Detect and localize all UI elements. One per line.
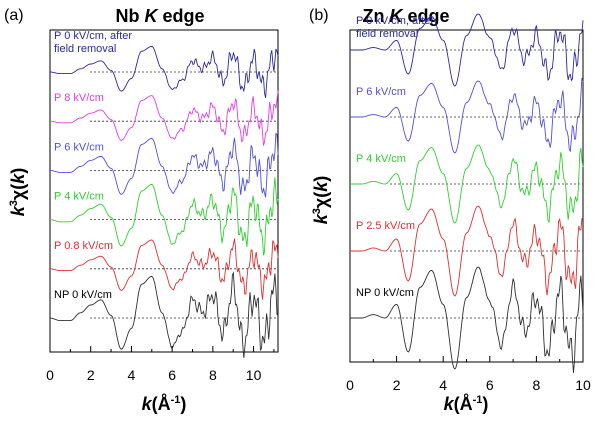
series-label: P 4 kV/cm: [356, 153, 406, 165]
panel-b-title-italic: K: [389, 6, 404, 26]
x-tick-label: 0: [346, 377, 354, 393]
series-label: P 4 kV/cm: [54, 191, 104, 203]
panel-a-title-prefix: Nb: [115, 6, 144, 26]
panel-b-label: (b): [309, 7, 329, 24]
spectrum-line: [350, 205, 584, 297]
spectrum-line: [350, 13, 584, 87]
x-tick-label: 0: [46, 367, 54, 383]
panel-b-title-prefix: Zn: [362, 6, 389, 26]
panel-a-frame: [49, 29, 279, 353]
x-tick-label: 6: [168, 367, 176, 383]
series-label: NP 0 kV/cm: [54, 289, 112, 301]
spectrum-line: [50, 238, 279, 300]
panel-a-xlabel-sup: -1: [171, 394, 181, 406]
x-tick-label: 2: [393, 377, 401, 393]
series-label: P 0.8 kV/cm: [54, 240, 113, 252]
spectrum-line: [49, 177, 279, 256]
panel-a-xlabel-unit: (Å: [152, 394, 171, 414]
panel-a-ylabel-k: k: [8, 205, 28, 216]
series-label: P 6 kV/cm: [356, 86, 406, 98]
spectrum-line: [350, 266, 584, 373]
x-tick-label: 4: [128, 367, 136, 383]
panel-a-title: Nb K edge: [115, 6, 204, 26]
x-tick-label: 10: [246, 367, 262, 383]
panel-b-ylabel-k: k: [311, 213, 331, 224]
panel-b-title-suffix: edge: [402, 6, 449, 26]
panel-b-ylabel-chi: χ(: [311, 192, 331, 208]
panel-b-baselines: [390, 49, 583, 319]
x-tick-label: 4: [439, 377, 447, 393]
panel-a-label: (a): [4, 7, 24, 24]
panel-b-xlabel-k: k: [444, 394, 455, 414]
panel-a-xlabel-close: ): [180, 394, 186, 414]
panel-a-title-italic: K: [144, 6, 159, 26]
panel-b-xlabel-close: ): [482, 394, 488, 414]
panel-b-ylabel-k2: k: [311, 181, 331, 192]
series-label: P 6 kV/cm: [54, 141, 104, 153]
x-tick-label: 2: [87, 367, 95, 383]
spectrum-line: [49, 271, 279, 358]
panel-a-ylabel-sup: 3: [8, 200, 20, 206]
x-tick-label: 8: [209, 367, 217, 383]
series-label: P 0 kV/cm, after: [356, 15, 434, 27]
panel-a-ylabel: k3χ(k): [8, 168, 28, 217]
panel-a-title-suffix: edge: [157, 6, 204, 26]
x-tick-label: 8: [533, 377, 541, 393]
panel-b-xlabel-unit: (Å: [454, 394, 473, 414]
panel-a: (a) Nb K edge 0 2 4 6 8 10 P 0 kV/cm, afterfi…: [4, 6, 279, 414]
panel-a-ylabel-chi: χ(: [8, 184, 28, 200]
panel-b: (b) Zn K edge 0 2 4 6 8 10 P 0 kV/cm, afterfi…: [309, 6, 591, 414]
panel-b-xlabel-sup: -1: [473, 394, 483, 406]
series-label: P 8 kV/cm: [54, 92, 104, 104]
panel-b-xticks: 0 2 4 6 8 10: [346, 356, 591, 393]
x-tick-label: 10: [575, 377, 591, 393]
panel-a-xlabel-k: k: [142, 394, 153, 414]
series-label: P 0 kV/cm, after: [54, 30, 132, 42]
spectrum-line: [49, 132, 279, 198]
panel-b-title: Zn K edge: [362, 6, 449, 26]
panel-a-xlabel: k(Å-1): [142, 394, 187, 414]
spectrum-line: [350, 144, 584, 224]
panel-b-ylabel: k3χ(k): [311, 176, 331, 225]
panel-b-ylabel-sup: 3: [311, 208, 323, 214]
series-label: field removal: [54, 43, 116, 55]
panel-b-ylabel-close: ): [311, 176, 331, 182]
spectrum-line: [50, 45, 279, 98]
panel-a-baselines: [90, 71, 278, 319]
panel-a-ylabel-close: ): [8, 168, 28, 174]
series-label: field removal: [356, 28, 418, 40]
series-label: P 2.5 kV/cm: [356, 220, 415, 232]
spectrum-line: [50, 90, 279, 146]
panel-a-xticks: 0 2 4 6 8 10: [46, 346, 275, 383]
panel-a-ylabel-k2: k: [8, 173, 28, 184]
panel-a-curves: [49, 45, 279, 358]
panel-b-xlabel: k(Å-1): [444, 394, 489, 414]
x-tick-label: 6: [486, 377, 494, 393]
panel-b-curves: [350, 13, 584, 373]
spectrum-line: [350, 77, 584, 154]
series-label: NP 0 kV/cm: [356, 287, 414, 299]
